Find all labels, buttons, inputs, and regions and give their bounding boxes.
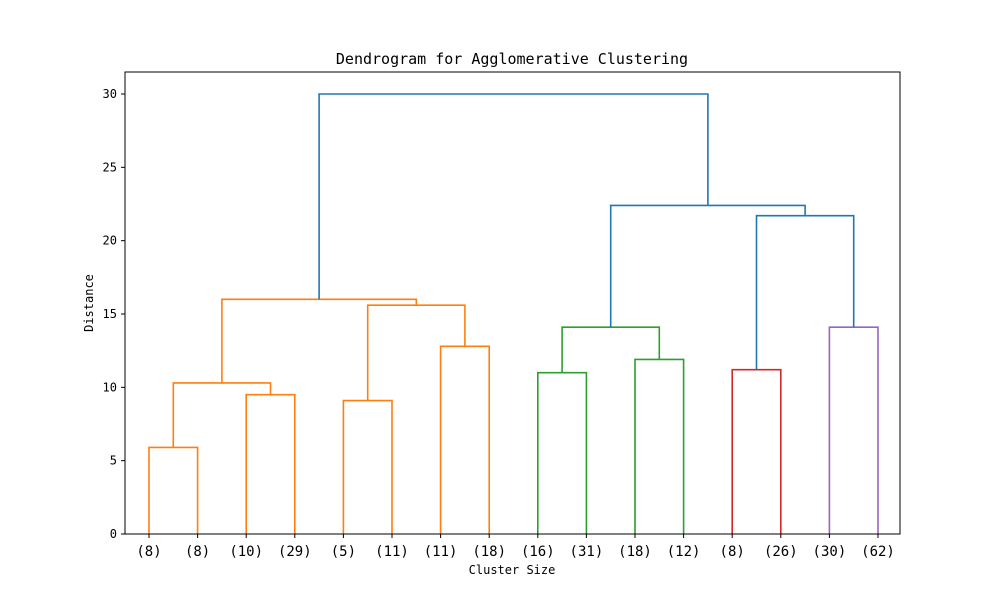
x-tick-label: (11) <box>375 544 409 560</box>
dendrogram-links <box>148 93 879 534</box>
x-tick-label: (8) <box>136 544 161 560</box>
x-axis: (8) (8) (10) (29) (5) (11) (11) (18) (16) (31) (18… <box>136 534 895 560</box>
y-tick-label: 15 <box>103 307 117 321</box>
x-tick-label: (18) <box>472 544 506 560</box>
y-tick-label: 10 <box>103 380 117 394</box>
dendrogram-link-4 <box>439 345 490 534</box>
x-tick-label: (31) <box>570 544 604 560</box>
y-tick-label: 0 <box>110 527 117 541</box>
dendrogram-link-9 <box>561 326 661 373</box>
x-tick-label: (62) <box>861 544 895 560</box>
x-tick-label: (18) <box>618 544 652 560</box>
x-tick-label: (5) <box>331 544 356 560</box>
x-tick-label: (12) <box>667 544 701 560</box>
dendrogram-link-12 <box>755 214 855 370</box>
dendrogram-link-11 <box>828 326 879 534</box>
dendrogram-link-3 <box>342 399 393 534</box>
y-axis: 0 5 10 15 20 25 30 <box>103 87 125 541</box>
x-tick-label: (8) <box>720 544 745 560</box>
x-tick-label: (10) <box>229 544 263 560</box>
y-tick-label: 25 <box>103 160 117 174</box>
x-tick-label: (16) <box>521 544 555 560</box>
dendrogram-link-6 <box>221 298 418 383</box>
y-axis-label: Distance <box>82 274 96 332</box>
dendrogram-link-0 <box>148 446 199 534</box>
x-tick-label: (30) <box>813 544 847 560</box>
x-axis-label: Cluster Size <box>469 563 556 577</box>
y-tick-label: 30 <box>103 87 117 101</box>
plot-frame <box>124 71 901 535</box>
y-tick-label: 5 <box>110 454 117 468</box>
x-tick-label: (26) <box>764 544 798 560</box>
chart-title: Dendrogram for Agglomerative Clustering <box>336 50 688 68</box>
dendrogram-link-1 <box>245 393 296 534</box>
dendrogram-link-13 <box>609 204 806 328</box>
dendrogram-link-2 <box>172 382 272 448</box>
x-tick-label: (11) <box>424 544 458 560</box>
y-tick-label: 20 <box>103 234 117 248</box>
dendrogram-link-7 <box>537 371 588 534</box>
dendrogram-link-8 <box>634 358 685 534</box>
x-tick-label: (8) <box>185 544 210 560</box>
dendrogram-link-14 <box>318 93 709 300</box>
dendrogram-link-10 <box>731 368 782 534</box>
x-tick-label: (29) <box>278 544 312 560</box>
dendrogram-link-5 <box>366 304 466 401</box>
